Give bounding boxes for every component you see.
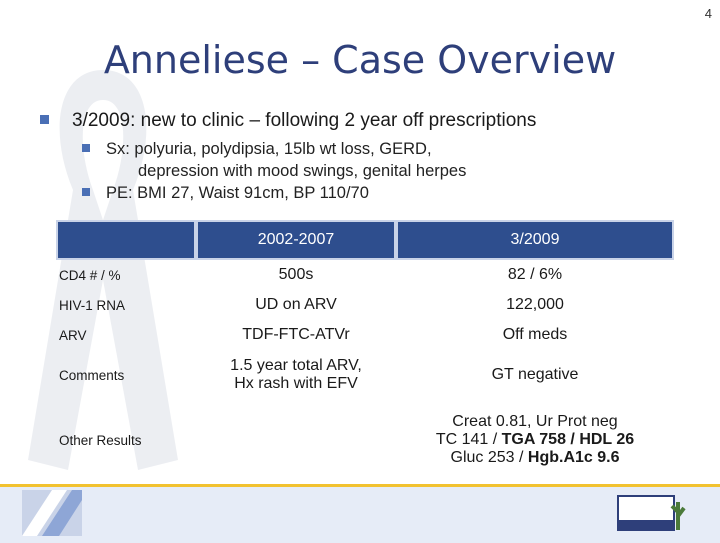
- row-label: ARV: [59, 327, 87, 343]
- cell-line: Hx rash with EFV: [234, 375, 358, 392]
- cell-value: GT negative: [491, 366, 579, 383]
- cell-line: Gluc 253 / Hgb.A1c 9.6: [397, 449, 673, 467]
- table-header-row: 2002-2007 3/2009: [56, 220, 674, 260]
- header-blank: [56, 220, 196, 260]
- bullet-main-text: 3/2009: new to clinic – following 2 year…: [72, 110, 537, 131]
- bullet-sx-continuation: depression with mood swings, genital her…: [138, 162, 467, 180]
- footer-bar: [0, 484, 720, 543]
- row-label: Comments: [59, 367, 125, 383]
- table-row: HIV-1 RNA UD on ARV 122,000: [56, 290, 674, 320]
- header-3-2009: 3/2009: [396, 220, 674, 260]
- row-label: CD4 # / %: [59, 267, 121, 283]
- awareness-ribbon-watermark: [28, 70, 178, 470]
- cell-text: Gluc 253 /: [450, 449, 528, 466]
- cell-value: 1.5 year total ARV, Hx rash with EFV: [196, 350, 396, 400]
- cell-line: 1.5 year total ARV,: [230, 357, 362, 374]
- cell-value: UD on ARV: [255, 296, 337, 313]
- cell-text-bold: TGA 758 / HDL 26: [501, 431, 635, 448]
- table-row: ARV TDF-FTC-ATVr Off meds: [56, 320, 674, 350]
- cell-line: Creat 0.81, Ur Prot neg: [452, 413, 618, 430]
- page-number: 4: [704, 6, 712, 21]
- bullet-sx-text: Sx: polyuria, polydipsia, 15lb wt loss, …: [106, 140, 432, 158]
- bullet-pe: PE: BMI 27, Waist 91cm, BP 110/70: [30, 182, 710, 204]
- bullet-marker: [40, 115, 49, 124]
- cell-value: Off meds: [502, 326, 568, 343]
- header-2002-2007: 2002-2007: [196, 220, 396, 260]
- bullet-marker: [82, 144, 90, 152]
- bullet-pe-text: PE: BMI 27, Waist 91cm, BP 110/70: [106, 184, 369, 202]
- cell-value: Creat 0.81, Ur Prot neg TC 141 / TGA 758…: [396, 400, 674, 480]
- cell-value: TDF-FTC-ATVr: [242, 326, 350, 343]
- bullet-list: 3/2009: new to clinic – following 2 year…: [30, 108, 710, 204]
- cell-value: 122,000: [506, 296, 564, 313]
- cell-value: [196, 400, 396, 480]
- table-row: Other Results Creat 0.81, Ur Prot neg TC…: [56, 400, 674, 480]
- cell-text-bold: Hgb.A1c 9.6: [527, 449, 620, 466]
- bullet-sx: Sx: polyuria, polydipsia, 15lb wt loss, …: [30, 138, 710, 160]
- cell-text: TC 141 /: [435, 431, 502, 448]
- cell-value: 82 / 6%: [507, 266, 563, 283]
- case-table: 2002-2007 3/2009 CD4 # / % 500s 82 / 6% …: [56, 220, 674, 480]
- slide-title: Anneliese – Case Overview: [103, 38, 617, 82]
- table-row: Comments 1.5 year total ARV, Hx rash wit…: [56, 350, 674, 400]
- row-label: HIV-1 RNA: [59, 297, 126, 313]
- cell-line: TC 141 / TGA 758 / HDL 26: [397, 431, 673, 449]
- aetc-logo: [617, 495, 686, 531]
- bullet-main: 3/2009: new to clinic – following 2 year…: [30, 108, 710, 134]
- corner-arrow-graphic: [22, 490, 82, 536]
- cell-value: 500s: [278, 266, 314, 283]
- row-label: Other Results: [59, 432, 142, 448]
- table-row: CD4 # / % 500s 82 / 6%: [56, 260, 674, 290]
- bullet-marker: [82, 188, 90, 196]
